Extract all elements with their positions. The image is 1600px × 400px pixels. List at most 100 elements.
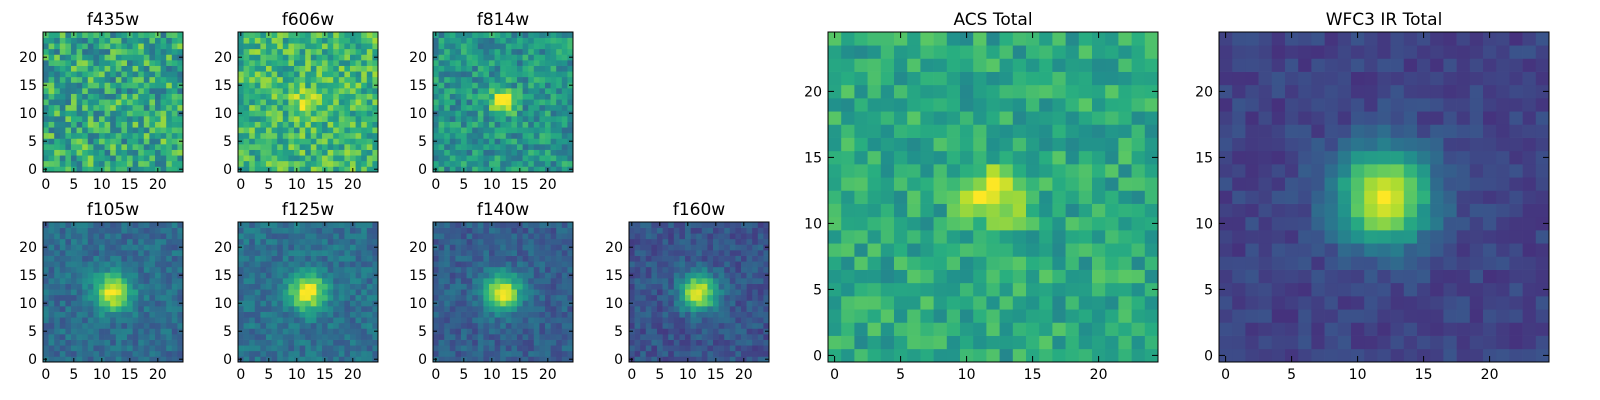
heatmap-cell xyxy=(662,306,669,312)
heatmap-cell xyxy=(121,110,128,117)
heatmap-cell xyxy=(254,37,261,44)
heatmap-cell xyxy=(483,88,490,94)
heatmap-cell xyxy=(254,160,261,167)
heatmap-cell xyxy=(539,127,546,134)
heatmap-cell xyxy=(65,306,72,312)
heatmap-cell xyxy=(545,266,551,273)
heatmap-cell xyxy=(350,160,356,167)
heatmap-cell xyxy=(243,71,250,78)
heatmap-cell xyxy=(322,266,328,273)
heatmap-cell xyxy=(160,37,167,44)
heatmap-cell xyxy=(690,328,697,335)
heatmap-cell xyxy=(282,266,289,273)
heatmap-cell xyxy=(366,32,373,38)
heatmap-cell xyxy=(327,138,334,145)
heatmap-cell xyxy=(438,121,445,128)
heatmap-cell xyxy=(713,227,719,234)
heatmap-cell xyxy=(82,300,89,307)
heatmap-cell xyxy=(138,71,145,78)
heatmap-cell xyxy=(249,255,256,262)
heatmap-cell xyxy=(500,37,507,44)
heatmap-cell xyxy=(166,317,173,324)
heatmap-cell xyxy=(449,71,456,78)
heatmap-cell xyxy=(316,104,323,111)
heatmap-cell xyxy=(338,76,345,83)
heatmap-cell xyxy=(288,289,295,296)
heatmap-cell xyxy=(350,138,356,145)
heatmap-cell xyxy=(288,238,295,245)
heatmap-cell xyxy=(327,300,334,307)
heatmap-cell xyxy=(707,317,714,324)
heatmap-cell xyxy=(645,334,652,340)
heatmap-cell xyxy=(361,334,368,340)
heatmap-cell xyxy=(355,255,362,262)
heatmap-cell xyxy=(149,328,156,335)
heatmap-cell xyxy=(718,283,725,290)
heatmap-cell xyxy=(48,65,55,72)
heatmap-cell xyxy=(127,334,133,340)
heatmap-cell xyxy=(946,243,961,257)
heatmap-cell xyxy=(1026,296,1040,310)
heatmap-cell xyxy=(344,43,351,50)
heatmap-cell xyxy=(545,76,551,83)
heatmap-cell xyxy=(366,317,373,324)
heatmap-cell xyxy=(438,339,445,346)
heatmap-cell xyxy=(260,244,267,251)
heatmap-cell xyxy=(533,334,540,340)
heatmap-cell xyxy=(444,82,451,89)
y-tick-label: 10 xyxy=(605,296,623,312)
heatmap-cell xyxy=(1039,282,1053,297)
heatmap-cell xyxy=(545,244,551,251)
heatmap-cell xyxy=(735,345,742,352)
heatmap-cell xyxy=(254,334,261,340)
heatmap-cell xyxy=(483,283,490,290)
heatmap-cell xyxy=(528,32,535,38)
heatmap-cell xyxy=(556,339,563,346)
heatmap-cell xyxy=(894,177,908,191)
heatmap-cell xyxy=(372,132,379,139)
heatmap-cell xyxy=(260,306,267,312)
heatmap-cell xyxy=(76,88,83,94)
heatmap-cell xyxy=(880,348,895,363)
heatmap-cell xyxy=(171,65,178,72)
heatmap-cell xyxy=(104,339,111,346)
heatmap-cell xyxy=(82,255,89,262)
heatmap-cell xyxy=(249,155,256,162)
heatmap-cell xyxy=(327,60,334,66)
heatmap-cell xyxy=(59,328,66,335)
heatmap-cell xyxy=(841,230,855,244)
heatmap-cell xyxy=(82,238,89,245)
heatmap-cell xyxy=(366,110,373,117)
heatmap-cell xyxy=(1078,335,1093,350)
heatmap-cell xyxy=(511,132,518,139)
heatmap-cell xyxy=(894,335,908,350)
heatmap-cell xyxy=(249,306,256,312)
heatmap-cell xyxy=(59,356,66,363)
heatmap-cell xyxy=(266,244,272,251)
heatmap-cell xyxy=(93,48,100,55)
heatmap-cell xyxy=(166,144,173,150)
heatmap-cell xyxy=(344,121,351,128)
heatmap-cell xyxy=(54,116,61,122)
heatmap-cell xyxy=(115,149,122,156)
heatmap-cell xyxy=(907,216,921,231)
heatmap-cell xyxy=(338,328,345,335)
heatmap-cell xyxy=(121,37,128,44)
heatmap-cell xyxy=(294,294,300,301)
heatmap-cell xyxy=(322,99,328,106)
heatmap-cell xyxy=(260,88,267,94)
heatmap-cell xyxy=(65,37,72,44)
heatmap-cell xyxy=(455,88,462,94)
y-tick-label: 15 xyxy=(409,78,427,94)
heatmap-cell xyxy=(310,350,317,357)
heatmap-cell xyxy=(645,278,652,284)
heatmap-cell xyxy=(115,48,122,55)
heatmap-cell xyxy=(1092,309,1106,323)
heatmap-cell xyxy=(561,149,568,156)
heatmap-cell xyxy=(561,65,568,72)
heatmap-cell xyxy=(522,110,529,117)
heatmap-cell xyxy=(266,339,272,346)
heatmap-cell xyxy=(713,334,719,340)
heatmap-cell xyxy=(629,283,635,290)
heatmap-cell xyxy=(59,99,66,106)
